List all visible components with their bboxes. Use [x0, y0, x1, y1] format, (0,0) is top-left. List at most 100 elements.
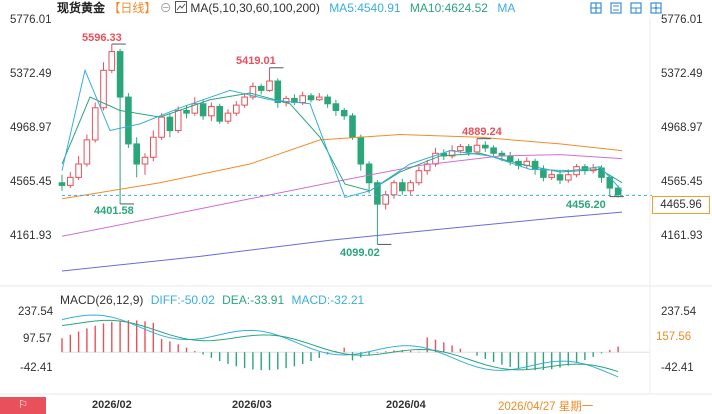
macd-y-tick-right: -42.41 — [661, 362, 694, 374]
candle-body — [556, 174, 564, 181]
candle-body — [67, 176, 74, 186]
candle-body — [83, 139, 91, 165]
candle-body — [482, 144, 489, 149]
macd-diff: DIFF:-50.02 — [150, 293, 215, 307]
instrument-title: 现货黄金 — [57, 1, 106, 15]
low-annotation: 4401.58 — [94, 205, 134, 217]
candle-body — [382, 194, 389, 205]
candle-body — [224, 112, 232, 122]
period-label[interactable]: 【日线】 — [108, 1, 157, 15]
candle-body — [141, 156, 149, 165]
candle-body — [415, 170, 423, 184]
candle-body — [548, 174, 556, 178]
y-tick-right: 4565.45 — [661, 176, 703, 188]
ma60-line — [61, 154, 623, 237]
candle-body — [374, 182, 381, 205]
candle-body — [150, 136, 157, 158]
candle-body — [324, 96, 331, 105]
candle-body — [241, 96, 248, 106]
indicator-toggle-icon[interactable] — [175, 1, 188, 13]
candle-body — [565, 174, 572, 181]
candle-body — [116, 51, 124, 98]
ma5-value: MA5:4540.91 — [329, 1, 401, 15]
candle-body — [257, 85, 265, 91]
y-tick-left: 4968.97 — [10, 122, 52, 134]
x-tick: 2026/03 — [232, 399, 272, 411]
candle-body — [614, 187, 622, 196]
macd-dea: DEA:-33.91 — [222, 293, 285, 307]
candle-body — [91, 107, 99, 141]
candle-body — [249, 85, 257, 98]
grid-icon[interactable] — [650, 2, 662, 14]
candle-body — [307, 95, 315, 101]
candle-body — [357, 136, 365, 165]
high-annotation: 5419.01 — [236, 55, 276, 67]
current-price-value: 4465.96 — [660, 199, 702, 211]
x-tick: 2026/04 — [386, 399, 426, 411]
candle-body — [266, 80, 273, 91]
candle-body — [340, 109, 348, 117]
candle-body — [332, 103, 340, 111]
candle-body — [216, 105, 223, 122]
layout-icon[interactable] — [630, 2, 642, 14]
candle-body — [457, 146, 464, 152]
candle-body — [540, 168, 547, 178]
high-annotation: 4889.24 — [462, 126, 502, 138]
candle-body — [490, 147, 497, 154]
low-annotation: 4456.20 — [566, 199, 606, 211]
macd-y-tick-left: -42.41 — [20, 362, 53, 374]
crosshair-icon[interactable] — [590, 2, 602, 14]
candle-body — [390, 182, 398, 196]
y-tick-left: 4565.45 — [10, 176, 52, 188]
candle-body — [133, 143, 140, 165]
candle-body — [199, 103, 207, 117]
macd-header: MACD(26,12,9) DIFF:-50.02 DEA:-33.91 MAC… — [60, 292, 364, 308]
macd-dea-line — [61, 319, 619, 373]
candle-body — [108, 51, 116, 71]
macd-params: MACD(26,12,9) — [60, 293, 144, 307]
candle-body — [58, 182, 66, 186]
candle-body — [473, 144, 481, 153]
candle-body — [233, 104, 240, 114]
candle-body — [349, 115, 356, 138]
y-tick-right: 5776.01 — [661, 14, 703, 26]
settings-circle-icon[interactable]: ⊖ — [159, 1, 172, 15]
y-tick-left: 5372.49 — [10, 68, 52, 80]
candle-body — [75, 163, 82, 178]
candle-body — [158, 116, 165, 138]
y-tick-left: 4161.93 — [10, 230, 52, 242]
y-tick-left: 5776.01 — [10, 14, 52, 26]
candle-body — [191, 103, 199, 114]
high-annotation: 5596.33 — [82, 32, 122, 44]
candle-body — [174, 109, 182, 132]
candle-body — [274, 80, 282, 103]
candle-body — [166, 116, 174, 132]
toolbar — [590, 2, 662, 14]
settings-icon[interactable] — [610, 2, 622, 14]
cursor-date: 2026/04/27 星期一 — [498, 401, 594, 413]
macd-y-tick-left: 97.57 — [23, 333, 52, 345]
chart-header: 现货黄金 【日线】 ⊖ MA(5,10,30,60,100,200) MA5:4… — [57, 0, 515, 16]
candle-body — [316, 96, 323, 101]
candle-body — [183, 109, 190, 114]
ma30-line — [61, 134, 623, 200]
candle-body — [531, 160, 539, 170]
flag-glyph: ⚐ — [18, 399, 28, 411]
y-tick-right: 4968.97 — [661, 122, 703, 134]
macd-y-tick-right: 157.56 — [656, 331, 692, 343]
candle-body — [465, 146, 472, 153]
current-price-badge: 4465.96 — [652, 196, 710, 214]
ma-params: MA(5,10,30,60,100,200) — [190, 1, 320, 15]
ma5-line — [61, 68, 623, 199]
ma-extra: MA — [497, 1, 516, 15]
flag-icon[interactable]: ⚐ — [0, 397, 46, 414]
macd-y-tick-right: 237.54 — [661, 306, 697, 318]
candle-body — [365, 163, 373, 184]
candle-body — [399, 182, 406, 192]
ma10-value: MA10:4624.52 — [409, 1, 488, 15]
ma100-line — [61, 211, 623, 272]
y-tick-right: 5372.49 — [661, 68, 703, 80]
macd-value: MACD:-32.21 — [291, 293, 365, 307]
x-tick: 2026/02 — [92, 399, 132, 411]
